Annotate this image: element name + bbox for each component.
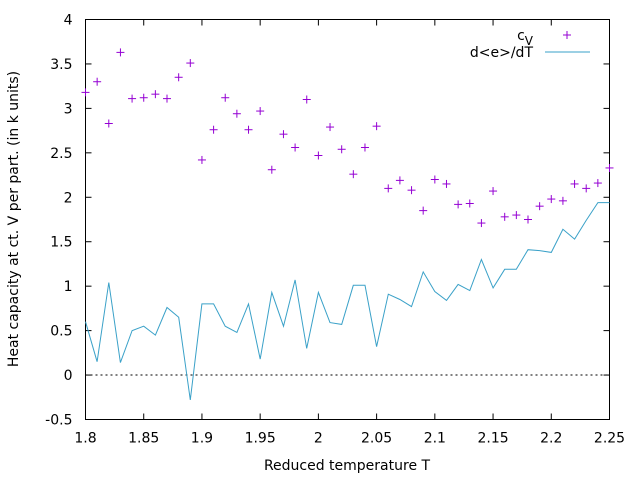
- data-point-cv: [593, 179, 602, 188]
- data-point-cv: [442, 179, 451, 188]
- x-axis-label: Reduced temperature T: [264, 458, 431, 474]
- x-tick-label: 2.15: [477, 431, 508, 447]
- data-point-cv: [81, 88, 90, 97]
- data-point-cv: [372, 122, 381, 131]
- data-point-cv: [93, 77, 102, 86]
- x-tick-label: 2.25: [594, 431, 625, 447]
- data-point-cv: [349, 170, 358, 179]
- y-tick-label: 2: [64, 190, 73, 206]
- data-point-cv: [523, 215, 532, 224]
- legend-label-dedt: d<e>/dT: [470, 45, 534, 61]
- x-tick-label: 2.2: [540, 431, 562, 447]
- y-tick-label: 3.5: [50, 57, 72, 73]
- legend-marker-cv: [563, 31, 571, 39]
- legend-label-cv-sub: V: [525, 34, 534, 48]
- data-point-cv: [337, 145, 346, 154]
- data-point-cv: [232, 109, 241, 118]
- y-tick-label: 3: [64, 101, 73, 117]
- data-point-cv: [535, 202, 544, 211]
- data-point-cv: [605, 163, 614, 172]
- x-tick-label: 2.05: [361, 431, 392, 447]
- data-point-cv: [267, 165, 276, 174]
- x-tick-label: 1.8: [74, 431, 96, 447]
- data-point-cv: [570, 179, 579, 188]
- data-point-cv: [477, 219, 486, 228]
- axis-ticks: [85, 19, 610, 420]
- data-point-cv: [104, 119, 113, 128]
- data-point-cv: [395, 176, 404, 185]
- y-tick-label: -0.5: [45, 413, 72, 429]
- data-point-cv: [326, 123, 335, 132]
- data-point-cv: [558, 196, 567, 205]
- y-tick-label: 0.5: [50, 324, 72, 340]
- data-point-cv: [221, 93, 230, 102]
- series-layer: [81, 48, 614, 400]
- data-point-cv: [291, 143, 300, 152]
- data-point-cv: [244, 125, 253, 134]
- data-point-cv: [360, 143, 369, 152]
- data-point-cv: [197, 155, 206, 164]
- x-tick-label: 2: [314, 431, 323, 447]
- data-point-cv: [128, 94, 137, 103]
- data-point-cv: [465, 199, 474, 208]
- y-axis-label: Heat capacity at ct. V per part. (in k u…: [6, 71, 22, 367]
- plot-frame: [85, 19, 610, 420]
- data-point-cv: [302, 95, 311, 104]
- data-point-cv: [314, 151, 323, 160]
- data-point-cv: [116, 48, 125, 57]
- data-point-cv: [163, 94, 172, 103]
- data-point-cv: [139, 93, 148, 102]
- y-tick-label: 2.5: [50, 146, 72, 162]
- x-tick-label: 1.95: [245, 431, 276, 447]
- data-point-cv: [384, 184, 393, 193]
- data-point-cv: [582, 184, 591, 193]
- data-point-cv: [209, 125, 218, 134]
- series-line-dedt: [85, 202, 610, 400]
- data-point-cv: [547, 195, 556, 204]
- legend-marker-cv-plus: [563, 31, 571, 39]
- data-point-cv: [256, 107, 265, 116]
- legend-label-cv: cV: [517, 28, 534, 48]
- x-tick-label: 1.9: [191, 431, 213, 447]
- data-point-cv: [454, 200, 463, 209]
- legend-label-cv-main: c: [517, 28, 525, 44]
- data-point-cv: [419, 206, 428, 215]
- data-point-cv: [279, 130, 288, 139]
- y-tick-label: 0: [64, 368, 73, 384]
- legend: cV d<e>/dT: [470, 28, 590, 61]
- data-point-cv: [500, 212, 509, 221]
- x-tick-label: 2.1: [424, 431, 446, 447]
- y-tick-label: 1.5: [50, 235, 72, 251]
- data-point-cv: [174, 73, 183, 82]
- data-point-cv: [489, 187, 498, 196]
- data-point-cv: [512, 211, 521, 220]
- data-point-cv: [430, 175, 439, 184]
- y-tick-label: 4: [64, 13, 73, 29]
- tick-labels: 1.8 1.85 1.9 1.95 2 2.05 2.1 2.15 2.2 2.25 -0.5 0 0.…: [45, 13, 625, 447]
- data-point-cv: [186, 59, 195, 68]
- data-point-cv: [151, 90, 160, 99]
- x-tick-label: 1.85: [128, 431, 159, 447]
- data-point-cv: [407, 186, 416, 195]
- y-tick-label: 1: [64, 279, 73, 295]
